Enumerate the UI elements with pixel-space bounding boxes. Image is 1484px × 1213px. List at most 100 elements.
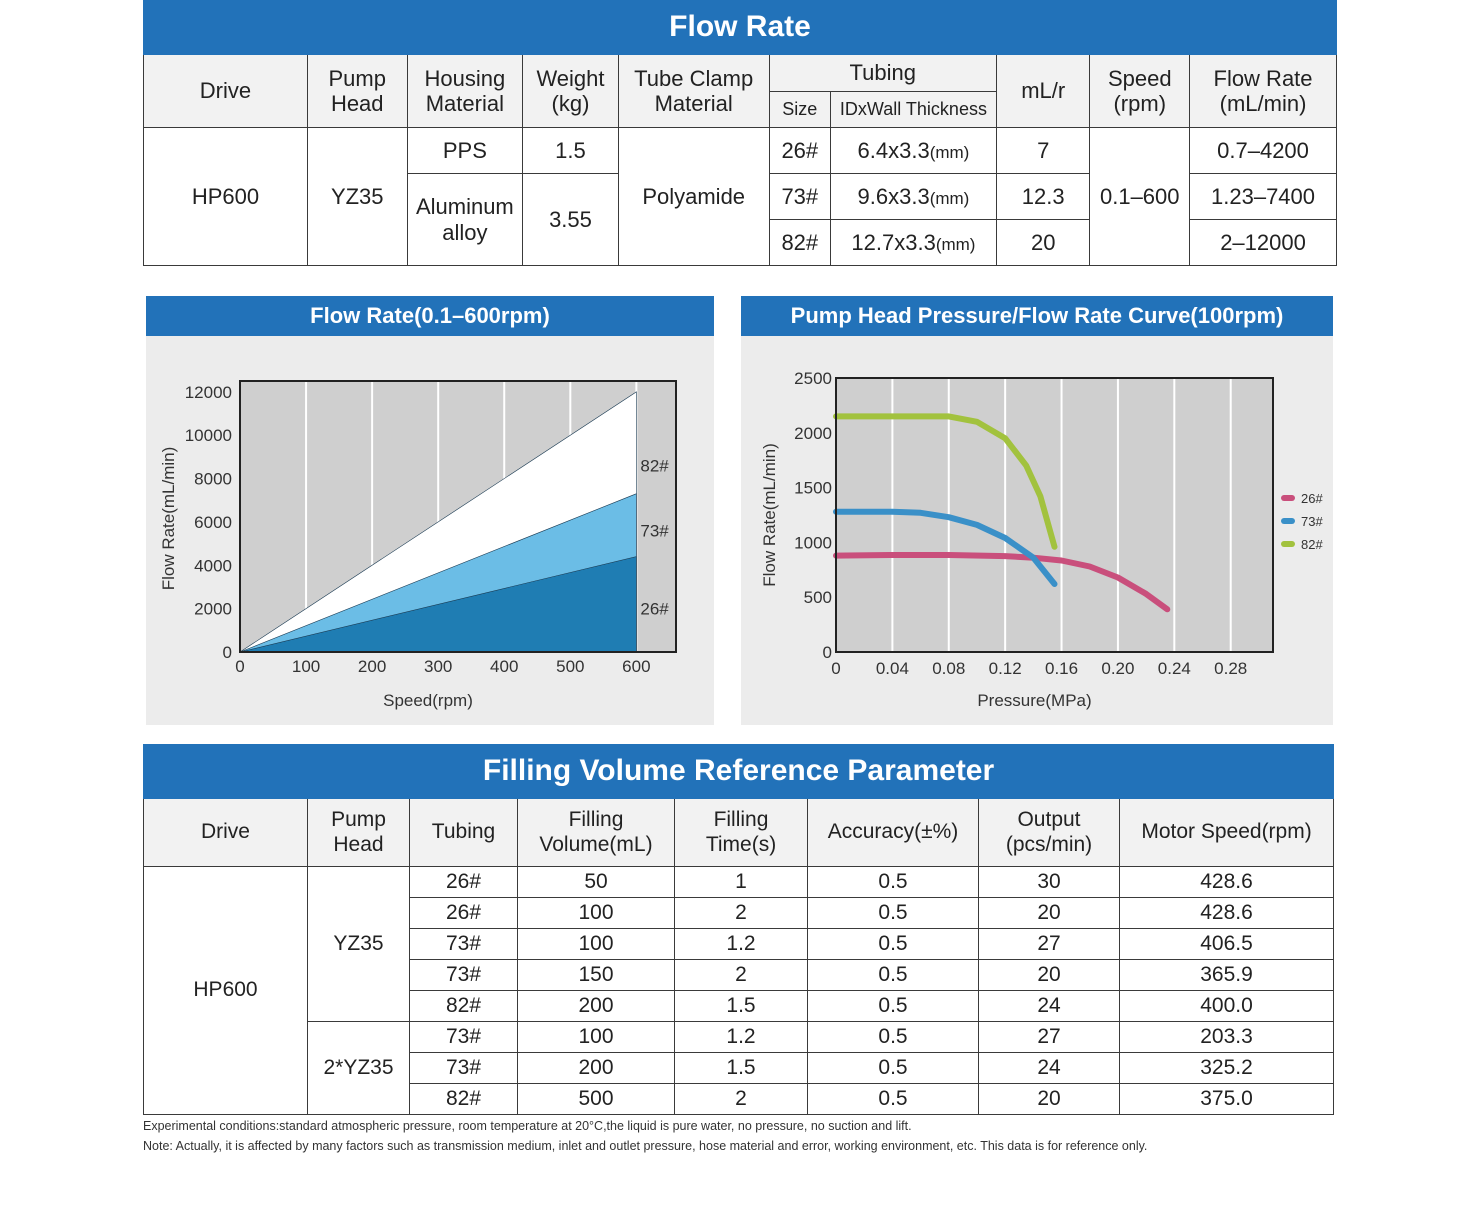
cell-accuracy: 0.5 <box>807 1052 979 1084</box>
table-row: HP600 YZ35 26# 50 1 0.5 30 428.6 <box>143 866 1335 1115</box>
x-tick-label: 0 <box>235 657 244 676</box>
series-line-26 <box>833 552 1171 613</box>
cell-accuracy: 0.5 <box>807 1021 979 1053</box>
header-tubing: Tubing <box>409 798 518 867</box>
cell-filling-volume: 100 <box>517 897 675 929</box>
cell-filling-volume: 50 <box>517 866 675 898</box>
cell-accuracy: 0.5 <box>807 866 979 898</box>
cell-output: 30 <box>978 866 1120 898</box>
cell-output: 27 <box>978 928 1120 960</box>
cell-size: 73# <box>768 173 831 220</box>
cell-pump-head: YZ35 <box>306 127 408 266</box>
x-tick-label: 0.28 <box>1214 659 1247 678</box>
header-output: Output (pcs/min) <box>978 798 1120 867</box>
cell-weight-aluminum: 3.55 <box>522 173 619 266</box>
x-tick-label: 400 <box>490 657 518 676</box>
cell-filling-time: 2 <box>674 897 808 929</box>
cell-motor-speed: 428.6 <box>1118 866 1335 898</box>
plot-frame <box>239 380 677 653</box>
cell-output: 20 <box>978 959 1120 991</box>
cell-flow-rate: 1.23–7400 <box>1189 173 1337 220</box>
chart-1-title: Flow Rate(0.1–600rpm) <box>146 296 714 336</box>
series-line-82 <box>833 413 1058 550</box>
cell-filling-time: 1 <box>674 866 808 898</box>
cell-housing-aluminum: Aluminum alloy <box>406 173 524 266</box>
y-tick-label: 0 <box>823 643 832 662</box>
filling-volume-table: Filling Volume Reference Parameter Drive… <box>142 744 1335 1115</box>
cell-accuracy: 0.5 <box>807 990 979 1022</box>
x-tick-label: 500 <box>556 657 584 676</box>
cell-tubing: 26# <box>409 866 518 898</box>
table-row: 73# 200 1.5 0.5 24 325.2 <box>144 1052 1335 1084</box>
cell-motor-speed: 375.0 <box>1118 1083 1335 1115</box>
legend-label: 73# <box>1301 514 1323 529</box>
filling-table-body: HP600 YZ35 26# 50 1 0.5 30 428.6 26# 100 2 0.5 20 428… <box>143 866 1335 1115</box>
cell-accuracy: 0.5 <box>807 959 979 991</box>
cell-dimension: 9.6x3.3(mm) <box>829 173 997 220</box>
header-pump-head: Pump Head <box>306 54 408 128</box>
header-housing-material: Housing Material <box>406 54 524 128</box>
x-tick-label: 0.20 <box>1101 659 1134 678</box>
header-pump-head: Pump Head <box>307 798 410 867</box>
cell-filling-time: 2 <box>674 1083 808 1115</box>
cell-tubing: 73# <box>409 928 518 960</box>
chart-2-panel: 0 500 1000 1500 2000 2500 0 0.04 0.08 0.12 0.16 0.2… <box>741 336 1333 725</box>
table-row: 82# 500 2 0.5 20 375.0 <box>144 1083 1335 1115</box>
header-weight: Weight (kg) <box>522 54 619 128</box>
table-row: 73# 100 1.2 0.5 27 406.5 <box>144 928 1335 960</box>
reference-note: Note: Actually, it is affected by many f… <box>143 1139 1148 1153</box>
series-label: 73# <box>640 522 669 541</box>
header-speed: Speed (rpm) <box>1089 54 1191 128</box>
y-tick-label: 1000 <box>794 533 832 552</box>
cell-tubing: 73# <box>409 1021 518 1053</box>
cell-tubing: 82# <box>409 990 518 1022</box>
cell-dimension: 6.4x3.3(mm) <box>829 127 997 174</box>
cell-filling-volume: 200 <box>517 990 675 1022</box>
cell-housing-pps: PPS <box>406 127 524 174</box>
legend-label: 26# <box>1301 491 1323 506</box>
cell-motor-speed: 428.6 <box>1118 897 1335 929</box>
header-drive: Drive <box>143 798 308 867</box>
cell-flow-rate: 0.7–4200 <box>1189 127 1337 174</box>
flow-rate-chart: 82# 73# 26# 0 2000 4000 6000 8000 10000 12000 0 100… <box>159 380 677 710</box>
x-tick-label: 300 <box>424 657 452 676</box>
header-ml-per-rev: mL/r <box>995 54 1091 128</box>
flow-rate-title: Flow Rate <box>143 0 1337 55</box>
x-tick-label: 0.08 <box>932 659 965 678</box>
cell-motor-speed: 406.5 <box>1118 928 1335 960</box>
cell-ml-per-rev: 12.3 <box>995 173 1091 220</box>
pressure-flow-chart: 0 500 1000 1500 2000 2500 0 0.04 0.08 0.12 0.16 0.2… <box>760 369 1323 710</box>
filling-volume-title: Filling Volume Reference Parameter <box>142 744 1335 799</box>
header-size: Size <box>768 91 831 128</box>
cell-tubing: 26# <box>409 897 518 929</box>
cell-tube-clamp: Polyamide <box>617 127 770 266</box>
x-tick-label: 0.24 <box>1158 659 1191 678</box>
experimental-conditions-note: Experimental conditions:standard atmosph… <box>143 1119 912 1133</box>
table-row: 82# 200 1.5 0.5 24 400.0 <box>144 990 1335 1022</box>
y-tick-label: 6000 <box>194 513 232 532</box>
x-tick-label: 200 <box>358 657 386 676</box>
cell-filling-volume: 100 <box>517 1021 675 1053</box>
x-tick-label: 0 <box>831 659 840 678</box>
cell-size: 26# <box>768 127 831 174</box>
cell-filling-time: 1.2 <box>674 1021 808 1053</box>
plot-frame <box>835 377 1274 653</box>
cell-output: 20 <box>978 897 1120 929</box>
y-tick-label: 10000 <box>185 426 232 445</box>
y-axis-label: Flow Rate(mL/min) <box>159 447 178 591</box>
cell-filling-volume: 100 <box>517 928 675 960</box>
header-tubing: Tubing <box>768 54 997 92</box>
cell-pump-head: YZ35 <box>307 866 410 1022</box>
header-filling-time: Filling Time(s) <box>674 798 808 867</box>
cell-flow-rate: 2–12000 <box>1189 219 1337 266</box>
cell-output: 24 <box>978 1052 1120 1084</box>
series-label: 82# <box>640 457 669 476</box>
cell-output: 20 <box>978 1083 1120 1115</box>
cell-filling-volume: 150 <box>517 959 675 991</box>
series-line-73 <box>833 508 1058 587</box>
cell-motor-speed: 400.0 <box>1118 990 1335 1022</box>
header-flow-rate: Flow Rate (mL/min) <box>1189 54 1337 128</box>
cell-speed: 0.1–600 <box>1089 127 1191 266</box>
x-tick-label: 0.16 <box>1045 659 1078 678</box>
cell-motor-speed: 203.3 <box>1118 1021 1335 1053</box>
